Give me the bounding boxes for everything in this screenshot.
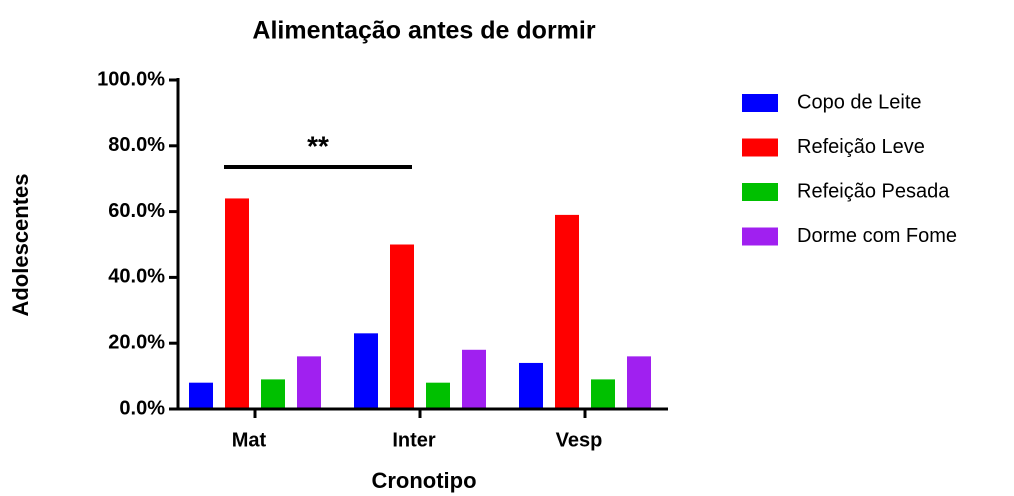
- bar: [591, 379, 615, 409]
- legend-label: Copo de Leite: [797, 91, 922, 113]
- legend-swatch: [742, 94, 778, 112]
- legend-label: Dorme com Fome: [797, 225, 957, 247]
- bar: [462, 349, 486, 409]
- legend-label: Refeição Leve: [797, 136, 925, 158]
- x-tick-label: Mat: [232, 429, 267, 451]
- bar: [189, 382, 213, 409]
- y-tick-label: 60.0%: [108, 200, 165, 222]
- annotation: **: [307, 130, 329, 161]
- bar: [225, 198, 249, 409]
- bar: [426, 382, 450, 409]
- x-axis-label: Cronotipo: [371, 468, 476, 493]
- chart-title: Alimentação antes de dormir: [252, 17, 595, 45]
- y-tick-label: 100.0%: [97, 68, 165, 90]
- bar: [297, 356, 321, 409]
- x-tick-label: Vesp: [556, 429, 603, 451]
- y-axis-label: Adolescentes: [8, 173, 33, 316]
- x-tick-label: Inter: [392, 429, 436, 451]
- legend-swatch: [742, 183, 778, 201]
- y-tick-label: 0.0%: [119, 397, 165, 419]
- bar: [390, 244, 414, 409]
- y-tick-label: 80.0%: [108, 134, 165, 156]
- bar: [555, 214, 579, 409]
- bar: [627, 356, 651, 409]
- bar: [261, 379, 285, 409]
- bar: [354, 333, 378, 409]
- legend-swatch: [742, 227, 778, 246]
- y-tick-label: 20.0%: [108, 331, 165, 353]
- y-tick-label: 40.0%: [108, 266, 165, 288]
- bar: [519, 362, 543, 409]
- legend-label: Refeição Pesada: [797, 180, 950, 202]
- legend-swatch: [742, 138, 778, 157]
